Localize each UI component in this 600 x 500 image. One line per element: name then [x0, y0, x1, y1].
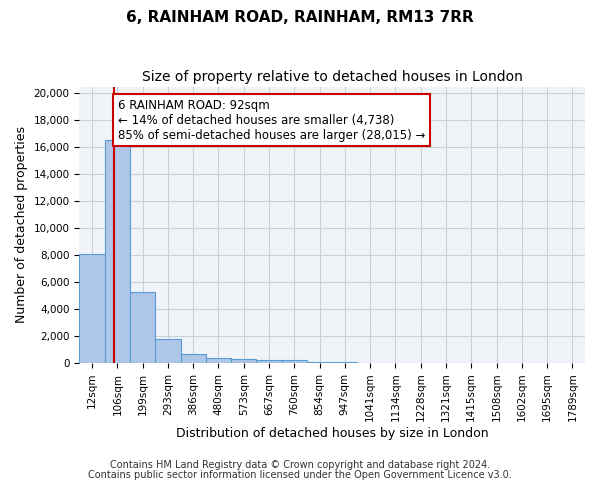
Bar	[181, 354, 206, 363]
Bar	[130, 292, 155, 363]
Bar	[155, 338, 181, 363]
X-axis label: Distribution of detached houses by size in London: Distribution of detached houses by size …	[176, 427, 488, 440]
Bar	[231, 359, 256, 363]
Text: 6, RAINHAM ROAD, RAINHAM, RM13 7RR: 6, RAINHAM ROAD, RAINHAM, RM13 7RR	[126, 10, 474, 25]
Bar	[256, 360, 281, 363]
Title: Size of property relative to detached houses in London: Size of property relative to detached ho…	[142, 70, 523, 84]
Text: Contains public sector information licensed under the Open Government Licence v3: Contains public sector information licen…	[88, 470, 512, 480]
Text: 6 RAINHAM ROAD: 92sqm
← 14% of detached houses are smaller (4,738)
85% of semi-d: 6 RAINHAM ROAD: 92sqm ← 14% of detached …	[118, 98, 425, 142]
Bar	[79, 254, 104, 363]
Bar	[332, 362, 358, 363]
Bar	[281, 360, 307, 363]
Y-axis label: Number of detached properties: Number of detached properties	[15, 126, 28, 324]
Bar	[104, 140, 130, 363]
Bar	[307, 362, 332, 363]
Text: Contains HM Land Registry data © Crown copyright and database right 2024.: Contains HM Land Registry data © Crown c…	[110, 460, 490, 469]
Bar	[206, 358, 231, 363]
